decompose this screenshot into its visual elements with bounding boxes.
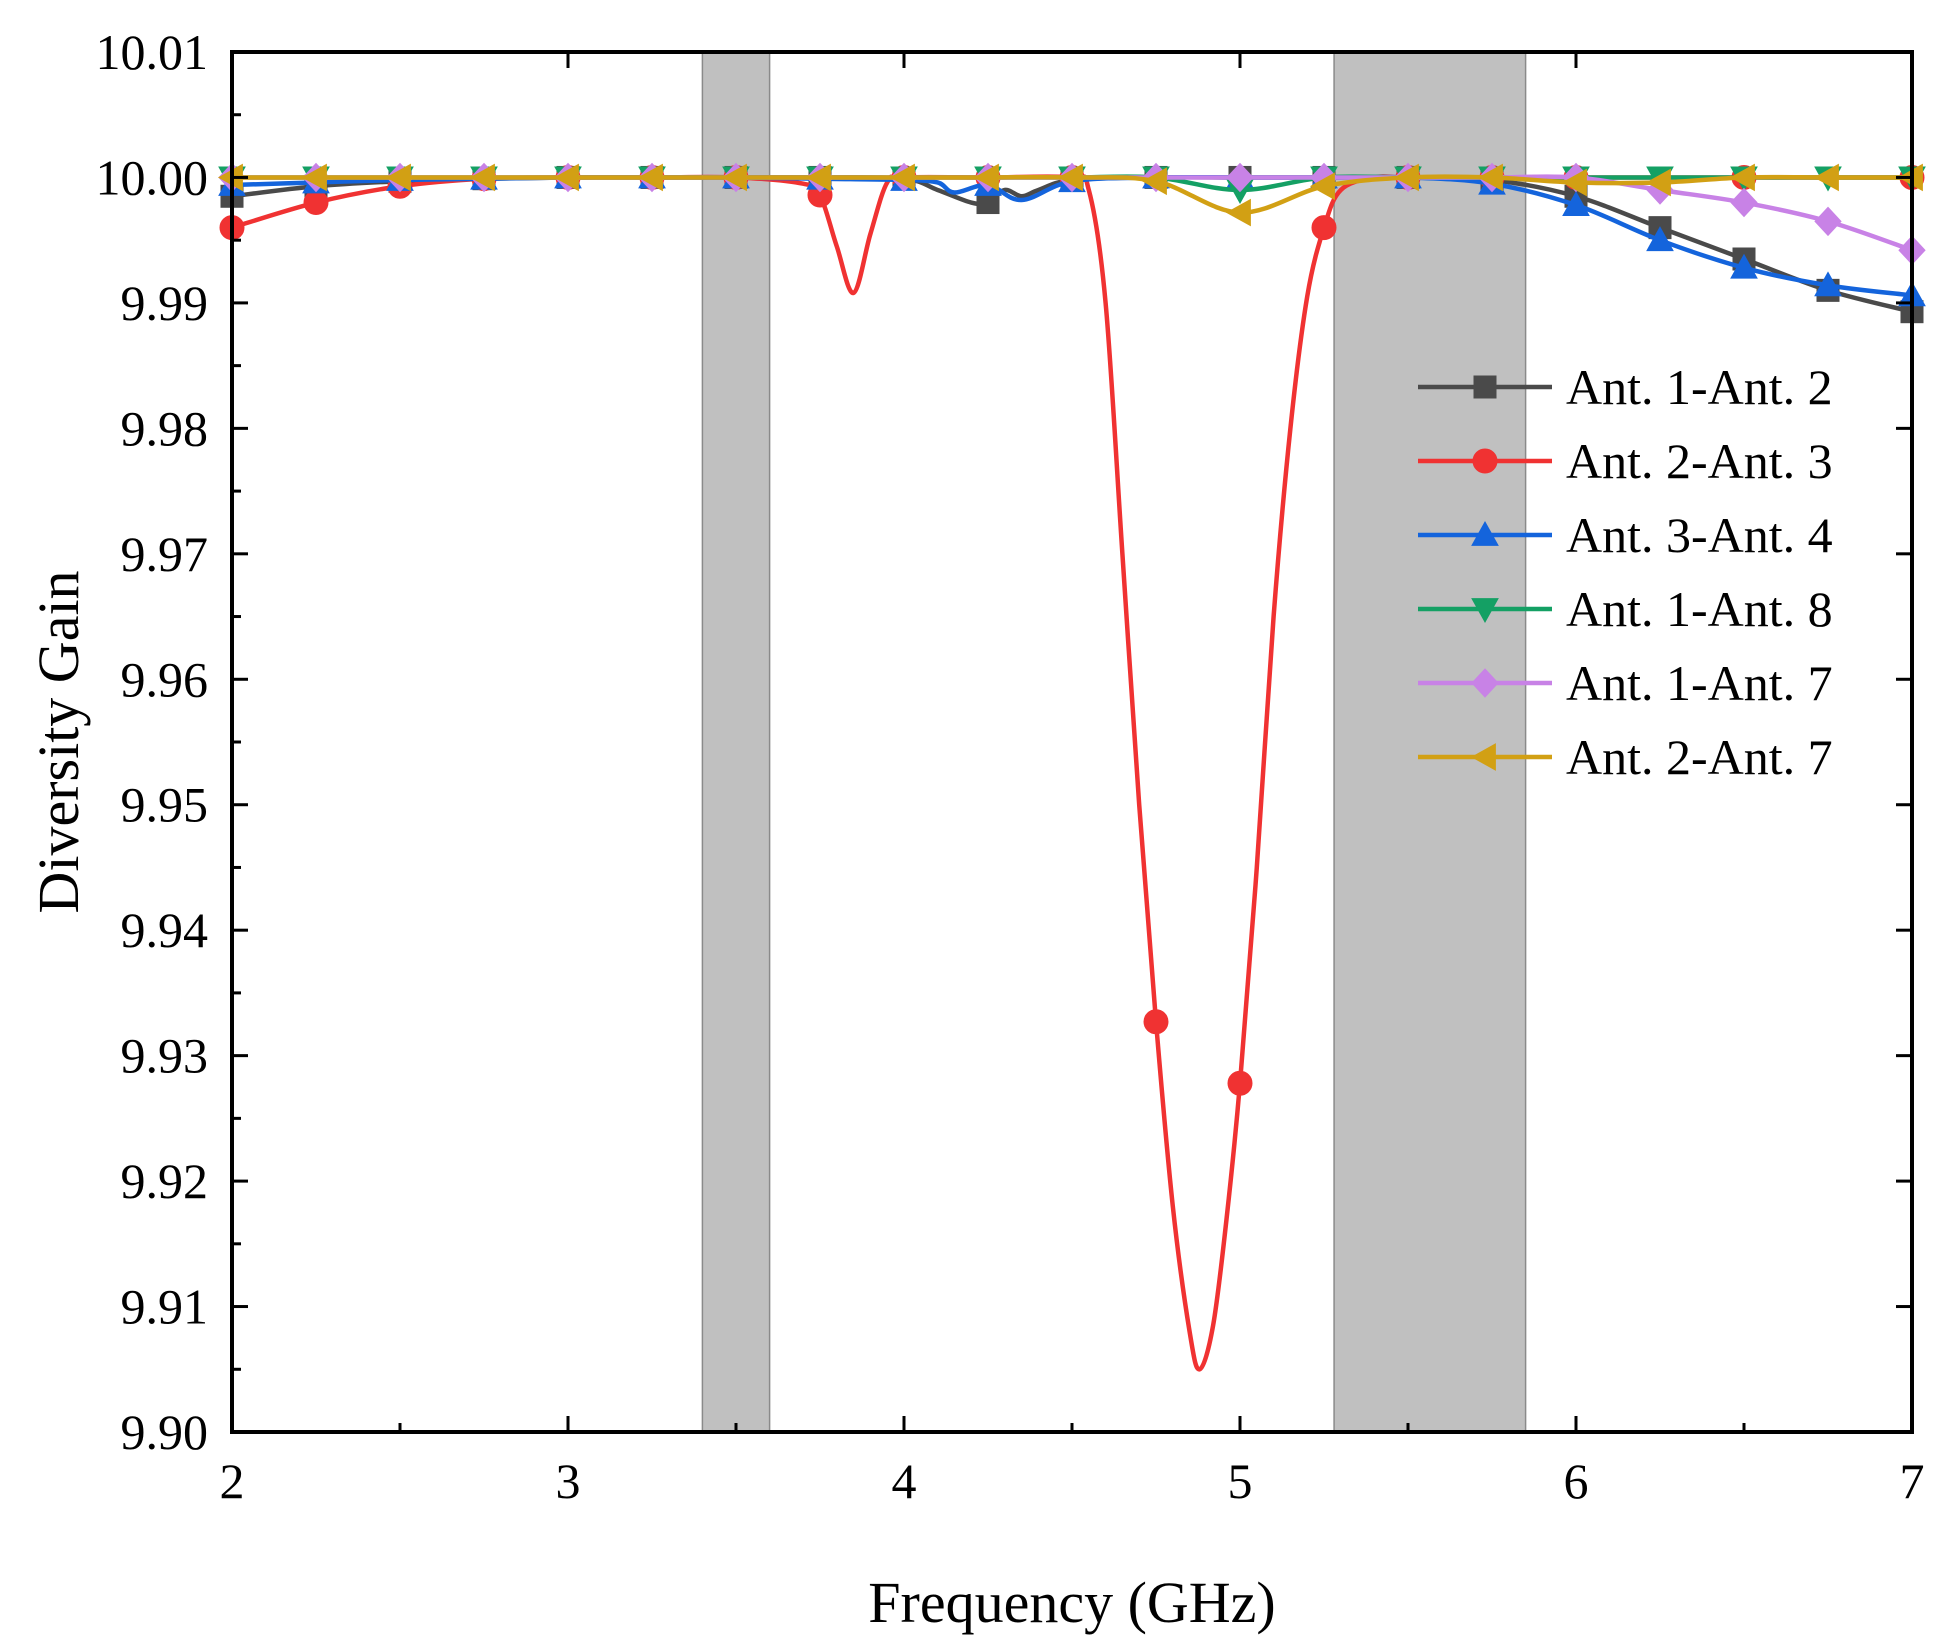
legend-label: Ant. 3-Ant. 4 [1566, 507, 1833, 563]
series-line-ant-2-ant-3 [231, 174, 1912, 1372]
legend-label: Ant. 2-Ant. 7 [1566, 729, 1833, 785]
shaded-band-1 [701, 51, 771, 1433]
legend-marker [1472, 448, 1498, 474]
data-point-ant-2-ant-7 [1561, 168, 1587, 197]
data-point-ant-1-ant-7 [1730, 187, 1758, 218]
data-point-ant-3-ant-4 [1814, 271, 1842, 297]
data-point-ant-2-ant-7 [1141, 167, 1167, 196]
y-tick-label: 9.98 [121, 400, 209, 456]
legend-marker [1470, 743, 1496, 771]
data-point-ant-2-ant-7 [805, 163, 831, 192]
data-point-ant-3-ant-4 [1730, 253, 1758, 279]
y-tick-label: 9.91 [121, 1279, 209, 1335]
data-point-ant-2-ant-3 [1143, 1009, 1169, 1035]
data-point-ant-2-ant-7 [385, 163, 411, 192]
x-axis-title: Frequency (GHz) [868, 1570, 1275, 1635]
y-tick-label: 9.96 [121, 651, 209, 707]
data-point-ant-2-ant-7 [1645, 168, 1671, 197]
data-point-ant-2-ant-7 [721, 163, 747, 192]
data-point-ant-2-ant-7 [1813, 163, 1839, 192]
y-tick-label: 9.90 [121, 1404, 209, 1460]
data-point-ant-2-ant-7 [301, 163, 327, 192]
legend-entry-ant-1-ant-2: Ant. 1-Ant. 2 [1418, 359, 1833, 415]
y-tick-label: 9.99 [121, 275, 209, 331]
legend-marker [1473, 375, 1497, 399]
y-tick-label: 10.01 [96, 24, 209, 80]
data-point-ant-2-ant-7 [973, 163, 999, 192]
legend-entry-ant-2-ant-7: Ant. 2-Ant. 7 [1418, 729, 1833, 785]
y-tick-label: 9.93 [121, 1028, 209, 1084]
x-tick-label: 5 [1228, 1453, 1253, 1509]
shaded-band-2 [1333, 51, 1527, 1433]
data-point-ant-2-ant-7 [1225, 198, 1251, 227]
data-point-ant-1-ant-7 [1226, 162, 1254, 193]
data-point-ant-2-ant-7 [1477, 163, 1503, 192]
data-point-ant-2-ant-7 [469, 163, 495, 192]
y-axis-title: Diversity Gain [26, 570, 91, 913]
legend-marker [1471, 520, 1499, 546]
legend-label: Ant. 1-Ant. 8 [1566, 581, 1833, 637]
legend-entry-ant-1-ant-8: Ant. 1-Ant. 8 [1418, 581, 1833, 637]
data-point-ant-2-ant-7 [1393, 163, 1419, 192]
legend-label: Ant. 2-Ant. 3 [1566, 433, 1833, 489]
data-point-ant-2-ant-7 [553, 163, 579, 192]
y-tick-label: 9.92 [121, 1153, 209, 1209]
data-point-ant-2-ant-7 [637, 163, 663, 192]
legend-marker [1471, 598, 1499, 624]
legend-entry-ant-3-ant-4: Ant. 3-Ant. 4 [1418, 507, 1833, 563]
x-tick-label: 3 [556, 1453, 581, 1509]
data-point-ant-2-ant-7 [1309, 172, 1335, 201]
data-point-ant-2-ant-7 [1729, 163, 1755, 192]
legend-label: Ant. 1-Ant. 7 [1566, 655, 1833, 711]
y-tick-label: 9.97 [121, 526, 209, 582]
data-point-ant-3-ant-4 [1562, 191, 1590, 216]
data-point-ant-2-ant-7 [889, 163, 915, 192]
data-point-ant-2-ant-3 [1227, 1070, 1253, 1096]
x-tick-label: 7 [1900, 1453, 1925, 1509]
y-tick-label: 9.95 [121, 777, 209, 833]
legend-entry-ant-2-ant-3: Ant. 2-Ant. 3 [1418, 433, 1833, 489]
data-point-ant-2-ant-3 [1311, 215, 1337, 241]
x-tick-label: 2 [220, 1453, 245, 1509]
data-point-ant-2-ant-3 [303, 190, 329, 216]
legend-marker [1471, 668, 1499, 698]
x-tick-label: 4 [892, 1453, 917, 1509]
y-tick-label: 9.94 [121, 902, 209, 958]
legend-label: Ant. 1-Ant. 2 [1566, 359, 1833, 415]
series-ant-2-ant-7 [217, 163, 1923, 227]
data-point-ant-1-ant-7 [1814, 206, 1842, 237]
data-point-ant-2-ant-7 [1057, 163, 1083, 192]
legend-entry-ant-1-ant-7: Ant. 1-Ant. 7 [1418, 655, 1833, 711]
data-point-ant-3-ant-4 [1646, 226, 1674, 252]
x-tick-label: 6 [1564, 1453, 1589, 1509]
y-tick-label: 10.00 [96, 149, 209, 205]
